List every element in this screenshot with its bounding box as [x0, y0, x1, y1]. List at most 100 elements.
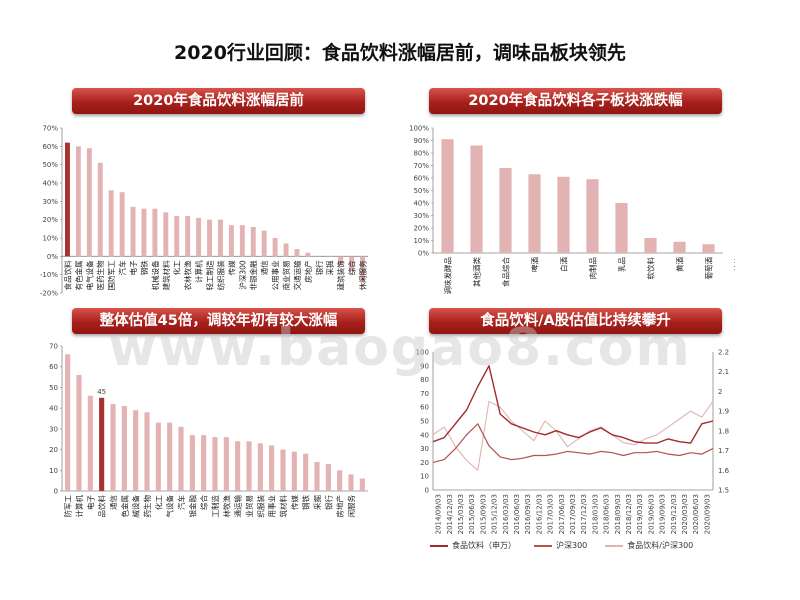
bar	[185, 216, 191, 257]
x-tick-label: 2015/06/03	[468, 494, 476, 534]
y-tick-label: 50	[49, 384, 58, 392]
y-tick-label: 40	[49, 405, 58, 413]
x-tick-label: 2020/06/03	[692, 494, 700, 534]
y-tick-label: 70	[49, 343, 58, 351]
bar	[280, 449, 286, 491]
category-label: 调味发酵品	[443, 257, 453, 295]
bar	[291, 451, 297, 491]
bar	[644, 238, 657, 253]
bar	[189, 435, 195, 491]
y-tick-label: 30%	[42, 198, 58, 206]
y-tick-label: 50%	[42, 161, 58, 169]
bar	[314, 462, 320, 491]
y-tick-label: 10%	[42, 235, 58, 243]
bar	[269, 445, 275, 491]
y-tick-label: 30	[420, 445, 429, 453]
category-label: 商业贸易	[281, 260, 291, 290]
x-tick-label: 2016/03/03	[502, 494, 510, 534]
category-label: 其他	[733, 257, 736, 272]
category-label: 乳品	[617, 257, 627, 272]
category-label: 轻工制造	[205, 260, 215, 290]
bar	[441, 139, 454, 253]
category-label: 公用事业	[270, 260, 280, 290]
y2-tick-label: 1.9	[718, 408, 729, 416]
bar	[327, 256, 333, 257]
series-line	[432, 423, 714, 463]
bar	[294, 249, 300, 257]
bar	[201, 435, 207, 491]
bar	[121, 406, 127, 491]
pe-bar-chart: 70 60 50 40 30 20 10 0 45 国防军工 计算机 电子 食品饮料 通信 有色金属 机械设备…	[32, 338, 377, 518]
bar	[152, 208, 158, 257]
bar	[349, 256, 355, 271]
chart-banner-industry: 2020年食品饮料涨幅居前	[72, 88, 365, 114]
bar	[261, 230, 267, 257]
y-tick-label: 60	[49, 363, 58, 371]
x-tick-label: 2016/06/03	[513, 494, 521, 534]
bar	[499, 168, 512, 253]
y-tick-label: 90	[420, 362, 429, 370]
category-label: 汽车	[117, 260, 127, 275]
bar	[257, 443, 263, 491]
x-tick-label: 2017/12/03	[580, 494, 588, 534]
y-tick-label: 40	[420, 431, 429, 439]
bar	[65, 142, 70, 257]
category-label: 食品饮料	[62, 260, 72, 290]
category-label: 传媒	[289, 495, 299, 510]
data-label: 45	[97, 388, 106, 396]
bar	[348, 474, 354, 491]
bar	[337, 470, 343, 491]
x-tick-label: 2014/09/03	[435, 494, 443, 534]
category-label: 机械设备	[150, 260, 160, 290]
y-tick-label: 0	[54, 488, 58, 496]
category-label: 机械设备	[131, 495, 141, 518]
legend-item-ratio: 食品饮料/沪深300	[605, 540, 693, 551]
category-label: 通信	[108, 495, 118, 510]
category-label: 食品综合	[501, 257, 511, 287]
category-label: 建筑装饰	[336, 260, 346, 290]
y-tick-label: 60	[420, 404, 429, 412]
category-label: 啤酒	[530, 257, 540, 272]
bar	[174, 216, 180, 257]
bar	[557, 176, 570, 253]
bar	[305, 252, 311, 257]
bar	[359, 478, 365, 491]
category-label: 交通运输	[233, 495, 243, 518]
y2-tick-label: 1.6	[718, 467, 730, 475]
bar	[130, 206, 136, 257]
chart-banner-subsector: 2020年食品饮料各子板块涨跌幅	[429, 88, 722, 114]
category-label: 汽车	[176, 495, 186, 510]
category-label: 计算机	[74, 495, 84, 518]
category-label: 公用事业	[267, 495, 277, 518]
category-label: 电子	[128, 260, 138, 275]
category-label: 计算机	[194, 260, 204, 283]
x-tick-label: 2017/03/03	[547, 494, 555, 534]
category-label: 钢铁	[301, 495, 311, 510]
y2-tick-label: 2.1	[718, 368, 729, 376]
x-tick-label: 2020/09/03	[703, 494, 711, 534]
category-label: 国防军工	[106, 260, 116, 290]
category-label: 传媒	[226, 260, 236, 275]
y-tick-label: 80%	[413, 150, 429, 158]
x-tick-label: 2018/12/03	[625, 494, 633, 534]
y-tick-label: 20%	[413, 225, 429, 233]
line-chart-legend: 食品饮料（申万） 沪深300 食品饮料/沪深300	[430, 540, 760, 551]
y2-tick-label: 2.2	[718, 349, 729, 357]
category-label: 农林牧渔	[183, 260, 193, 290]
category-label: 有色金属	[119, 495, 129, 518]
bar	[228, 225, 234, 257]
subsector-bar-chart: 100% 90% 80% 70% 60% 50% 40% 30% 20% 10% 0% 调味发酵品 其他…	[395, 120, 735, 300]
y-tick-label: 70	[420, 390, 429, 398]
x-tick-label: 2017/09/03	[569, 494, 577, 534]
y2-tick-label: 1.8	[718, 427, 729, 435]
y-tick-label: -10%	[40, 271, 58, 279]
category-label: 电气设备	[165, 495, 175, 518]
bar	[133, 410, 139, 491]
category-label: 银行	[323, 495, 333, 510]
bar	[119, 192, 125, 257]
x-tick-label: 2019/03/03	[636, 494, 644, 534]
y-tick-label: 10	[420, 473, 429, 481]
category-label: 国防军工	[63, 495, 73, 518]
bar	[141, 208, 147, 257]
y-tick-label: 40%	[42, 180, 58, 188]
